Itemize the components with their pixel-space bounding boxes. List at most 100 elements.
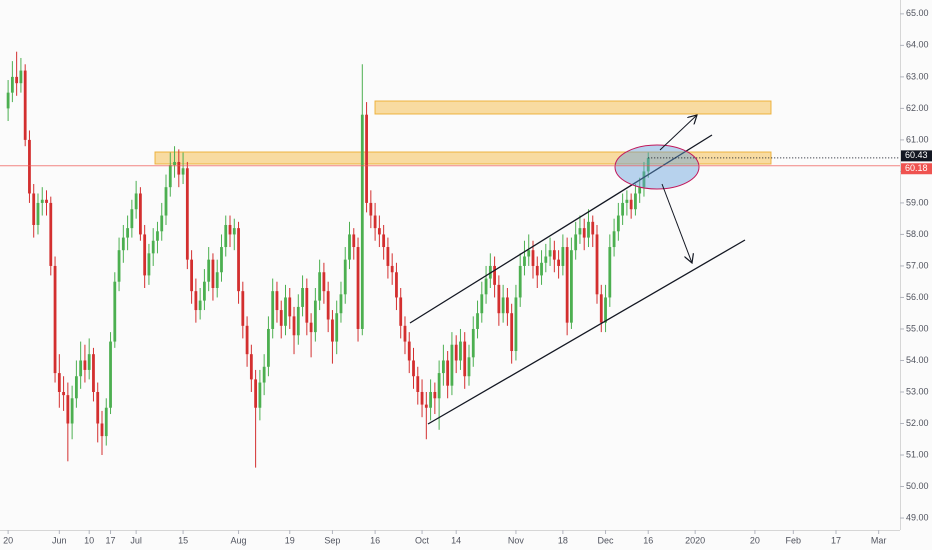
- candle-body: [160, 215, 164, 232]
- y-tick-label: 49.00: [906, 512, 929, 522]
- candle-body: [565, 247, 569, 323]
- arrow-down: [661, 183, 692, 263]
- x-tick-label: Jun: [52, 535, 67, 545]
- candle-body: [134, 193, 138, 210]
- candle-body: [476, 313, 479, 329]
- x-tick-label: Dec: [598, 535, 615, 545]
- candle-body: [309, 322, 313, 333]
- drawings: [409, 115, 746, 425]
- y-tick-label: 65.00: [906, 8, 929, 18]
- y-tick-label: 54.00: [906, 355, 929, 365]
- candle-body: [412, 360, 415, 377]
- candle-body: [467, 357, 471, 377]
- candle-body: [446, 360, 450, 386]
- candle-body: [254, 379, 258, 408]
- y-tick-label: 55.00: [906, 323, 929, 333]
- candle-body: [92, 354, 95, 392]
- candle-body: [249, 354, 253, 380]
- candle-body: [156, 231, 159, 241]
- candle-body: [70, 398, 74, 424]
- candle-body: [100, 423, 104, 437]
- candle-body: [232, 228, 236, 235]
- candle-body: [505, 297, 509, 314]
- candle-body: [365, 114, 368, 203]
- y-tick-label: 64.00: [906, 40, 929, 50]
- candle-body: [331, 319, 334, 342]
- candle-body: [113, 281, 117, 342]
- candle-body: [164, 187, 168, 216]
- candle-body: [237, 228, 240, 292]
- candle-body: [49, 202, 53, 266]
- candle-body: [587, 221, 590, 238]
- candle-body: [582, 228, 586, 238]
- candle-body: [441, 360, 445, 374]
- candle-body: [215, 272, 219, 289]
- candle-body: [66, 395, 70, 424]
- candle-body: [241, 291, 245, 326]
- candle-body: [203, 281, 206, 301]
- candle-body: [621, 202, 625, 216]
- candle-body: [40, 199, 44, 203]
- candle-body: [258, 382, 262, 408]
- candle-body: [207, 259, 211, 282]
- candle-body: [198, 300, 202, 311]
- candle-body: [377, 228, 381, 235]
- candle-body: [245, 325, 249, 355]
- channel-lower: [427, 239, 746, 425]
- candle-body: [634, 193, 637, 210]
- x-tick-label: Aug: [231, 535, 247, 545]
- candle-body: [616, 215, 620, 232]
- y-tick-label: 50.00: [906, 481, 929, 491]
- x-tick-label: 14: [451, 535, 461, 545]
- price-label-box: [901, 150, 932, 162]
- candle-body: [32, 193, 36, 225]
- x-tick-label: 20: [3, 535, 13, 545]
- candle-body: [19, 70, 23, 84]
- y-tick-label: 56.00: [906, 292, 929, 302]
- candle-body: [185, 168, 189, 260]
- y-tick-label: 53.00: [906, 386, 929, 396]
- channel-upper: [409, 134, 713, 324]
- candle-body: [305, 288, 309, 323]
- y-tick-label: 51.00: [906, 449, 929, 459]
- candle-body: [433, 391, 437, 399]
- candle-body: [373, 215, 377, 229]
- candle-body: [296, 306, 300, 336]
- x-tick-label: 19: [285, 535, 295, 545]
- candle-body: [356, 247, 360, 329]
- highlight-ellipse: [614, 144, 700, 190]
- candle-body: [109, 341, 112, 408]
- y-tick-label: 58.00: [906, 229, 929, 239]
- candle-body: [608, 247, 612, 298]
- candle-body: [348, 234, 351, 260]
- x-tick-label: 16: [370, 535, 380, 545]
- candle-body: [570, 250, 573, 323]
- candle-body: [578, 228, 582, 235]
- candle-body: [595, 234, 599, 295]
- y-tick-label: 63.00: [906, 71, 929, 81]
- candle-body: [117, 250, 121, 282]
- candle-body: [544, 256, 548, 263]
- candle-body: [284, 297, 287, 326]
- candle-body: [454, 344, 458, 361]
- candle-body: [599, 294, 603, 323]
- y-tick-label: 57.00: [906, 260, 929, 270]
- candle-body: [313, 300, 317, 333]
- candle-body: [220, 247, 223, 273]
- candle-body: [399, 297, 403, 326]
- x-tick-label: 18: [558, 535, 568, 545]
- candle-body: [629, 199, 633, 210]
- candle-body: [612, 231, 616, 248]
- candle-body: [369, 202, 373, 216]
- candle-body: [87, 354, 91, 370]
- candle-body: [480, 294, 484, 314]
- candle-body: [326, 291, 330, 320]
- candle-body: [288, 297, 292, 317]
- candle-body: [420, 391, 424, 405]
- candle-body: [62, 391, 65, 396]
- candle-body: [552, 250, 556, 260]
- candle-body: [267, 328, 270, 367]
- candle-body: [10, 76, 14, 93]
- candle-body: [147, 253, 151, 276]
- candle-body: [591, 221, 595, 235]
